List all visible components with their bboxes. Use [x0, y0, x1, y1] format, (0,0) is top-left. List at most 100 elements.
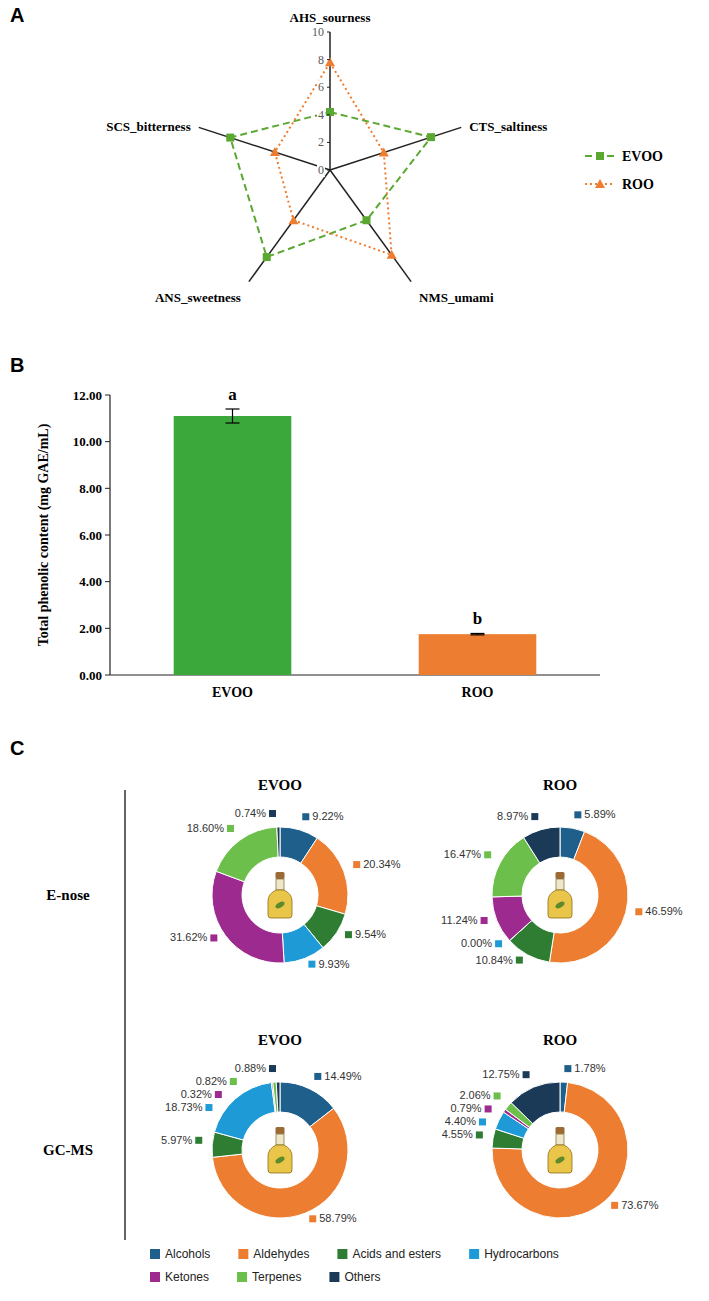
data-label: 12.75%: [482, 1068, 520, 1080]
icon-neck: [276, 1134, 284, 1145]
tick: [327, 142, 330, 143]
tick-label: 2: [318, 135, 324, 149]
category-label: EVOO: [212, 685, 253, 700]
legend-key: [150, 1249, 160, 1259]
label-key: [308, 961, 315, 968]
label-key: [210, 934, 217, 941]
data-label: 0.82%: [196, 1075, 227, 1087]
tick-label: 10.00: [73, 434, 102, 449]
tick-label: 6.00: [79, 528, 102, 543]
slice: Others: [276, 1082, 280, 1112]
donut: ROOAlcoholsAldehydesAcids and estersHydr…: [442, 1032, 659, 1218]
label-key: [481, 917, 488, 924]
icon-bg: [246, 861, 314, 929]
marker: [288, 215, 298, 224]
data-label: 9.22%: [312, 810, 343, 822]
bars: [174, 409, 537, 675]
bar: [419, 634, 537, 675]
data-label: 4.40%: [445, 1115, 476, 1127]
tick-label: 0: [318, 163, 324, 177]
label-key: [485, 1105, 492, 1112]
marker: [427, 133, 435, 141]
marker: [363, 216, 371, 224]
label-key: [309, 1215, 316, 1222]
legend-key: [469, 1249, 479, 1259]
axis-label: ANS_sweetness: [155, 290, 241, 305]
legend-label: Others: [344, 1270, 380, 1284]
icon-bottle: [268, 890, 292, 918]
label-key: [314, 1073, 321, 1080]
radar-spoke: [330, 127, 461, 170]
tick-label: 0.00: [79, 668, 102, 683]
legend-label: Hydrocarbons: [484, 1247, 559, 1261]
icon-leaf: [554, 900, 565, 909]
label-patch: [317, 80, 325, 94]
data-label: 18.73%: [165, 1101, 203, 1113]
tick: [105, 675, 110, 676]
annotation: b: [473, 609, 482, 628]
data-label: 11.24%: [441, 914, 478, 926]
icon-neck: [556, 1134, 564, 1145]
data-label: 20.34%: [363, 858, 401, 870]
axis-title: Total phenolic content (mg GAE/mL): [36, 423, 52, 646]
legend-key: [238, 1249, 248, 1259]
radar-plot: 0246810AHS_sournessCTS_saltinessNMS_umam…: [106, 10, 663, 305]
donut-title: ROO: [543, 1032, 577, 1048]
legend-label: ROO: [622, 177, 654, 192]
radar-spoke: [199, 127, 330, 170]
data-label: 18.60%: [187, 822, 225, 834]
data-label: 8.97%: [497, 810, 528, 822]
tick: [327, 32, 330, 33]
label-key: [227, 825, 234, 832]
tick: [327, 87, 330, 88]
donut-title: EVOO: [258, 777, 302, 793]
label-key: [523, 1071, 530, 1078]
icon-neck: [276, 879, 284, 890]
data-label: 46.59%: [645, 905, 683, 917]
error-bar: [471, 633, 485, 634]
error-bar: [226, 409, 240, 423]
annotation: a: [228, 385, 237, 404]
tick: [327, 59, 330, 60]
label-patch: [317, 163, 325, 177]
legend-key: [329, 1272, 339, 1282]
label-key: [353, 861, 360, 868]
data-label: 10.84%: [476, 954, 514, 966]
bar-plot: 0.002.004.006.008.0010.0012.00Total phen…: [36, 385, 600, 700]
tick: [105, 488, 110, 489]
label-key: [230, 1078, 237, 1085]
row-label: GC-MS: [43, 1142, 93, 1158]
radar-line: [230, 112, 431, 257]
data-label: 0.32%: [181, 1088, 212, 1100]
label-patch: [311, 25, 325, 39]
label-key: [495, 940, 502, 947]
data-label: 0.79%: [450, 1102, 481, 1114]
icon-neck: [556, 879, 564, 890]
error-cap: [226, 422, 240, 423]
tick-label: 6: [318, 80, 324, 94]
label-key: [205, 1104, 212, 1111]
marker: [226, 134, 234, 142]
tick-label: 10: [312, 25, 324, 39]
data-label: 14.49%: [324, 1070, 362, 1082]
panel-label: B: [10, 354, 24, 376]
axis-label: CTS_saltiness: [469, 119, 547, 134]
figure: A0246810AHS_sournessCTS_saltinessNMS_uma…: [0, 0, 709, 1301]
tick-label: 2.00: [79, 621, 102, 636]
legend-label: EVOO: [622, 149, 663, 164]
label-key: [195, 1137, 202, 1144]
tick-label: 8.00: [79, 481, 102, 496]
label-key: [484, 851, 491, 858]
tick-label: 4.00: [79, 574, 102, 589]
icon-bg: [526, 1116, 594, 1184]
slice: Hydrocarbons: [282, 924, 323, 962]
label-key: [531, 813, 538, 820]
tick-label: 4: [318, 108, 324, 122]
slice: Others: [277, 827, 280, 857]
donut: EVOOE-noseAlcoholsAldehydesAcids and est…: [46, 777, 400, 970]
marker: [387, 250, 397, 259]
category-label: ROO: [462, 685, 494, 700]
slice: Others: [524, 827, 560, 863]
icon-bg: [526, 861, 594, 929]
legend-marker: [596, 152, 604, 160]
